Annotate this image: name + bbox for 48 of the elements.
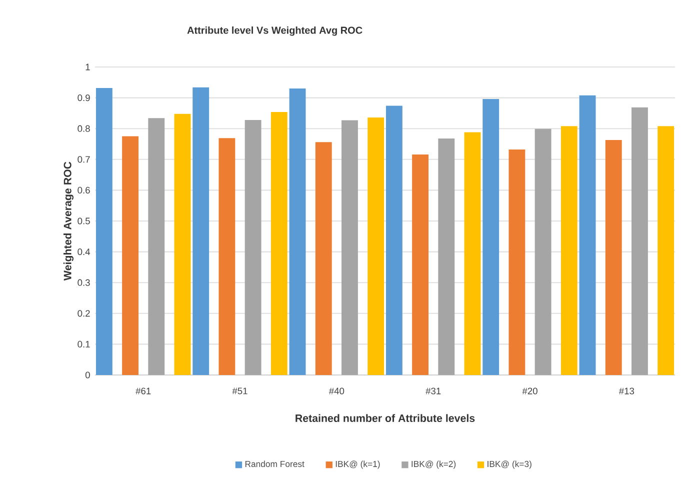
- x-tick-label: #40: [328, 388, 344, 394]
- y-tick-label: 0: [85, 372, 90, 378]
- bar: [148, 118, 165, 375]
- y-tick-label: 1: [86, 64, 90, 70]
- bar: [438, 138, 455, 375]
- x-axis-title: Retained number of Attribute levels: [296, 414, 475, 422]
- bar: [412, 154, 429, 375]
- y-tick-label: 0.3: [78, 279, 90, 286]
- y-tick-label: 0.6: [78, 186, 90, 194]
- bar: [632, 107, 648, 375]
- x-tick-label: #31: [426, 388, 441, 394]
- y-tick-label: 0.4: [78, 248, 90, 256]
- y-axis-title: Weighted Average ROC: [64, 162, 74, 281]
- bar: [244, 120, 262, 375]
- bar: [96, 88, 112, 375]
- bar: [368, 118, 384, 375]
- y-tick-label: 0.9: [78, 94, 90, 102]
- legend-label: IBK@ (k=2): [412, 460, 456, 469]
- bar: [482, 99, 500, 375]
- y-tick-label: 0.2: [78, 310, 90, 317]
- legend-label: IBK@ (k=1): [336, 460, 380, 469]
- bar: [342, 120, 358, 375]
- bar: [579, 95, 596, 375]
- y-tick-label: 0.7: [78, 156, 90, 163]
- bar: [605, 140, 622, 375]
- bar: [270, 112, 288, 375]
- bar: [122, 136, 139, 375]
- x-tick-label: #13: [618, 388, 634, 394]
- bar: [315, 142, 332, 375]
- bar: [174, 114, 191, 375]
- bar: [464, 132, 481, 375]
- y-tick-label: 0.1: [78, 340, 90, 348]
- bar: [560, 126, 578, 375]
- bar: [508, 150, 526, 375]
- legend-label: IBK@ (k=3): [488, 460, 532, 469]
- x-tick-label: #61: [136, 388, 151, 394]
- x-tick-label: #20: [522, 388, 538, 394]
- bar: [534, 128, 552, 375]
- x-tick-label: #51: [232, 388, 248, 394]
- y-tick-label: 0.8: [78, 125, 90, 132]
- bar: [658, 126, 674, 375]
- legend-label: Random Forest: [245, 460, 304, 468]
- bar: [192, 87, 210, 375]
- chart-title: Attribute level Vs Weighted Avg ROC: [187, 26, 362, 36]
- bar: [218, 138, 236, 375]
- y-tick-label: 0.5: [78, 218, 90, 224]
- bar: [289, 88, 306, 375]
- bar: [386, 106, 402, 375]
